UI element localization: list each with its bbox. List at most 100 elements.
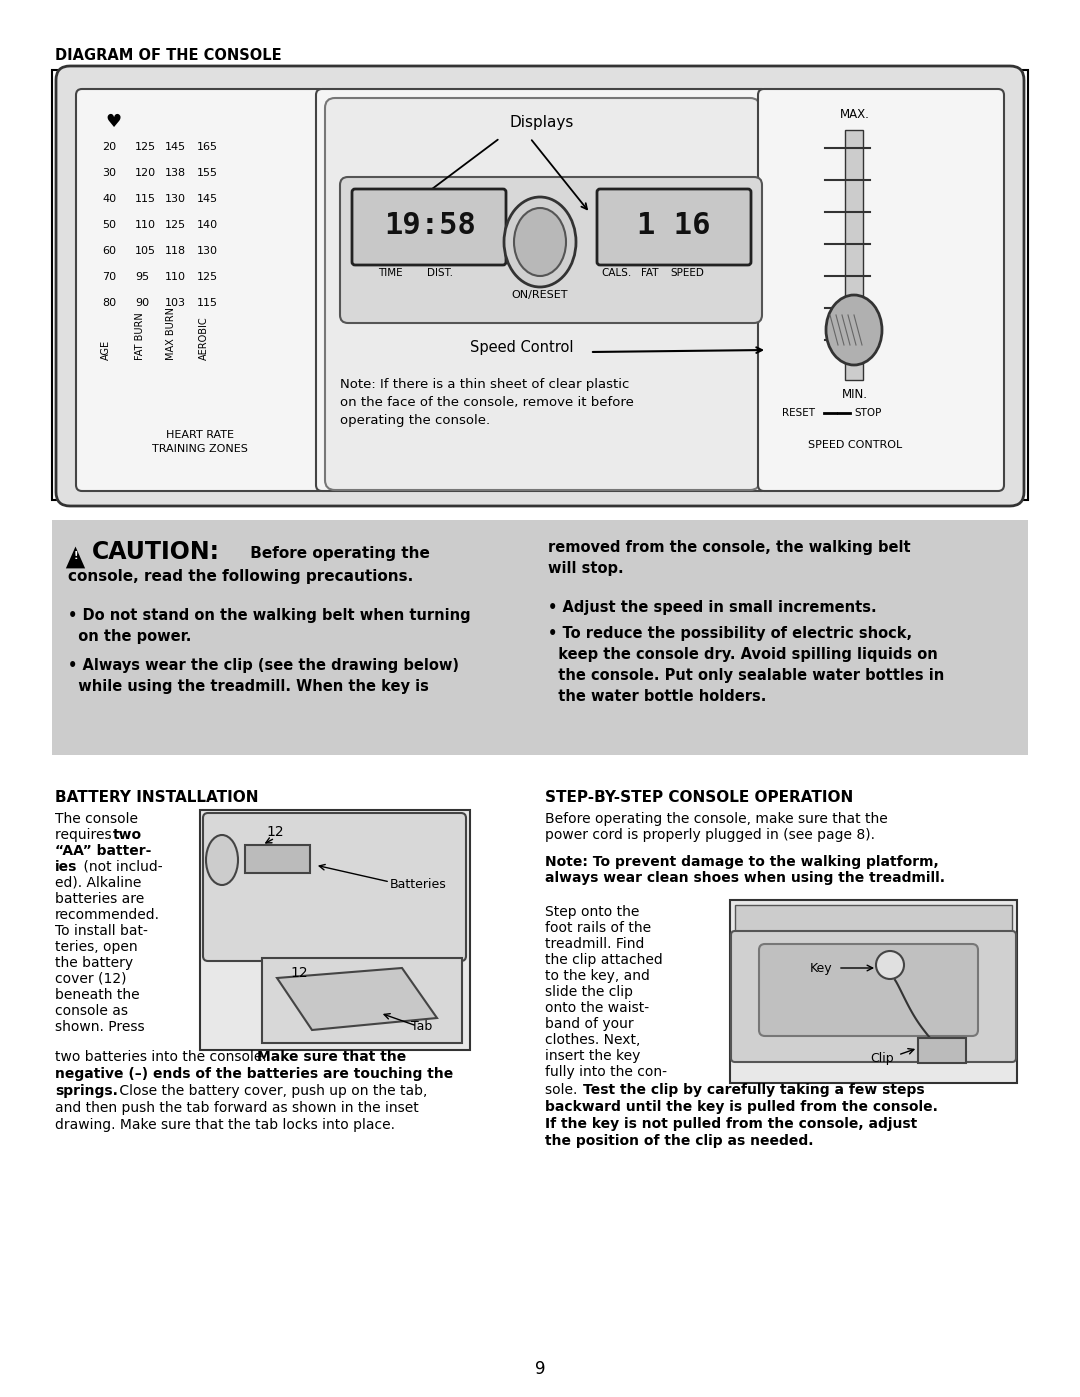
- Text: Speed Control: Speed Control: [470, 339, 573, 355]
- Text: FAT: FAT: [642, 268, 659, 278]
- Text: the battery: the battery: [55, 956, 133, 970]
- Text: CAUTION:: CAUTION:: [92, 541, 220, 564]
- Text: console, read the following precautions.: console, read the following precautions.: [68, 569, 414, 584]
- Text: 9: 9: [535, 1361, 545, 1377]
- Text: 50: 50: [102, 219, 116, 231]
- Text: backward until the key is pulled from the console.: backward until the key is pulled from th…: [545, 1099, 937, 1113]
- Bar: [735, 905, 1012, 935]
- Text: MIN.: MIN.: [842, 388, 868, 401]
- Ellipse shape: [504, 197, 576, 286]
- Text: 165: 165: [197, 142, 218, 152]
- Text: the clip attached: the clip attached: [545, 953, 663, 967]
- Text: 110: 110: [165, 272, 186, 282]
- Text: Step onto the: Step onto the: [545, 905, 639, 919]
- Text: 90: 90: [135, 298, 149, 307]
- Text: band of your: band of your: [545, 1017, 634, 1031]
- Text: teries, open: teries, open: [55, 940, 137, 954]
- Text: Note: If there is a thin sheet of clear plastic
on the face of the console, remo: Note: If there is a thin sheet of clear …: [340, 379, 634, 427]
- Bar: [262, 958, 462, 1044]
- Text: 140: 140: [197, 219, 218, 231]
- Text: cover (12): cover (12): [55, 972, 126, 986]
- Text: 30: 30: [102, 168, 116, 177]
- FancyBboxPatch shape: [203, 813, 465, 961]
- Text: the position of the clip as needed.: the position of the clip as needed.: [545, 1134, 813, 1148]
- Text: console as: console as: [55, 1004, 129, 1018]
- Text: 125: 125: [165, 219, 186, 231]
- Text: Close the battery cover, push up on the tab,: Close the battery cover, push up on the …: [114, 1084, 428, 1098]
- Text: onto the waist-: onto the waist-: [545, 1002, 649, 1016]
- Bar: [918, 1038, 966, 1063]
- Text: Make sure that the: Make sure that the: [257, 1051, 406, 1065]
- Text: Displays: Displays: [510, 115, 575, 130]
- Text: If the key is not pulled from the console, adjust: If the key is not pulled from the consol…: [545, 1118, 917, 1132]
- FancyBboxPatch shape: [340, 177, 762, 323]
- Text: removed from the console, the walking belt
will stop.: removed from the console, the walking be…: [548, 541, 910, 576]
- Text: drawing. Make sure that the tab locks into place.: drawing. Make sure that the tab locks in…: [55, 1118, 395, 1132]
- Text: • Do not stand on the walking belt when turning
  on the power.: • Do not stand on the walking belt when …: [68, 608, 471, 644]
- Bar: [200, 810, 470, 1051]
- Text: SPEED: SPEED: [670, 268, 704, 278]
- Text: ♥: ♥: [105, 113, 121, 131]
- Text: slide the clip: slide the clip: [545, 985, 633, 999]
- Text: 110: 110: [135, 219, 156, 231]
- Text: requires: requires: [55, 828, 116, 842]
- Text: !: !: [73, 550, 78, 562]
- Text: batteries are: batteries are: [55, 893, 145, 907]
- FancyBboxPatch shape: [759, 944, 978, 1037]
- Text: 120: 120: [135, 168, 157, 177]
- Text: DIAGRAM OF THE CONSOLE: DIAGRAM OF THE CONSOLE: [55, 47, 282, 63]
- Text: and then push the tab forward as shown in the inset: and then push the tab forward as shown i…: [55, 1101, 419, 1115]
- Text: 20: 20: [102, 142, 117, 152]
- Text: Key: Key: [810, 963, 833, 975]
- Polygon shape: [68, 550, 83, 567]
- Text: 130: 130: [197, 246, 218, 256]
- FancyBboxPatch shape: [325, 98, 760, 490]
- Text: • Adjust the speed in small increments.: • Adjust the speed in small increments.: [548, 599, 877, 615]
- Text: 40: 40: [102, 194, 117, 204]
- Text: 115: 115: [197, 298, 218, 307]
- Text: recommended.: recommended.: [55, 908, 160, 922]
- Text: TIME: TIME: [378, 268, 403, 278]
- Text: negative (–) ends of the batteries are touching the: negative (–) ends of the batteries are t…: [55, 1067, 454, 1081]
- Text: 155: 155: [197, 168, 218, 177]
- Text: Tab: Tab: [411, 1020, 433, 1032]
- Text: 145: 145: [197, 194, 218, 204]
- Text: 105: 105: [135, 246, 156, 256]
- Text: to the key, and: to the key, and: [545, 970, 650, 983]
- FancyBboxPatch shape: [316, 89, 768, 490]
- Text: clothes. Next,: clothes. Next,: [545, 1032, 640, 1046]
- Text: sole.: sole.: [545, 1083, 582, 1097]
- Text: insert the key: insert the key: [545, 1049, 640, 1063]
- Text: beneath the: beneath the: [55, 988, 139, 1002]
- Text: 138: 138: [165, 168, 186, 177]
- Text: 19:58: 19:58: [384, 211, 476, 240]
- Text: 115: 115: [135, 194, 156, 204]
- Text: 60: 60: [102, 246, 116, 256]
- Text: DIST.: DIST.: [427, 268, 453, 278]
- Text: shown. Press: shown. Press: [55, 1020, 145, 1034]
- Text: FAT BURN: FAT BURN: [135, 313, 145, 360]
- Text: Before operating the: Before operating the: [245, 546, 430, 562]
- Text: MAX.: MAX.: [840, 108, 869, 122]
- Text: springs.: springs.: [55, 1084, 118, 1098]
- Text: CALS.: CALS.: [602, 268, 632, 278]
- Text: two: two: [113, 828, 143, 842]
- Text: AGE: AGE: [102, 339, 111, 360]
- Bar: [52, 520, 1028, 754]
- Text: AEROBIC: AEROBIC: [199, 316, 210, 360]
- Circle shape: [876, 951, 904, 979]
- Text: Note: To prevent damage to the walking platform,: Note: To prevent damage to the walking p…: [545, 855, 939, 869]
- Text: 12: 12: [291, 965, 308, 981]
- Text: always wear clean shoes when using the treadmill.: always wear clean shoes when using the t…: [545, 870, 945, 886]
- Text: STEP-BY-STEP CONSOLE OPERATION: STEP-BY-STEP CONSOLE OPERATION: [545, 789, 853, 805]
- Bar: [730, 900, 1017, 1083]
- Text: 125: 125: [135, 142, 157, 152]
- Text: 1 16: 1 16: [637, 211, 711, 240]
- Text: 125: 125: [197, 272, 218, 282]
- Text: 12: 12: [266, 826, 284, 840]
- Text: two batteries into the console.: two batteries into the console.: [55, 1051, 271, 1065]
- Text: ies: ies: [55, 861, 78, 875]
- FancyBboxPatch shape: [597, 189, 751, 265]
- Text: fully into the con-: fully into the con-: [545, 1065, 667, 1078]
- Text: ed). Alkaline: ed). Alkaline: [55, 876, 141, 890]
